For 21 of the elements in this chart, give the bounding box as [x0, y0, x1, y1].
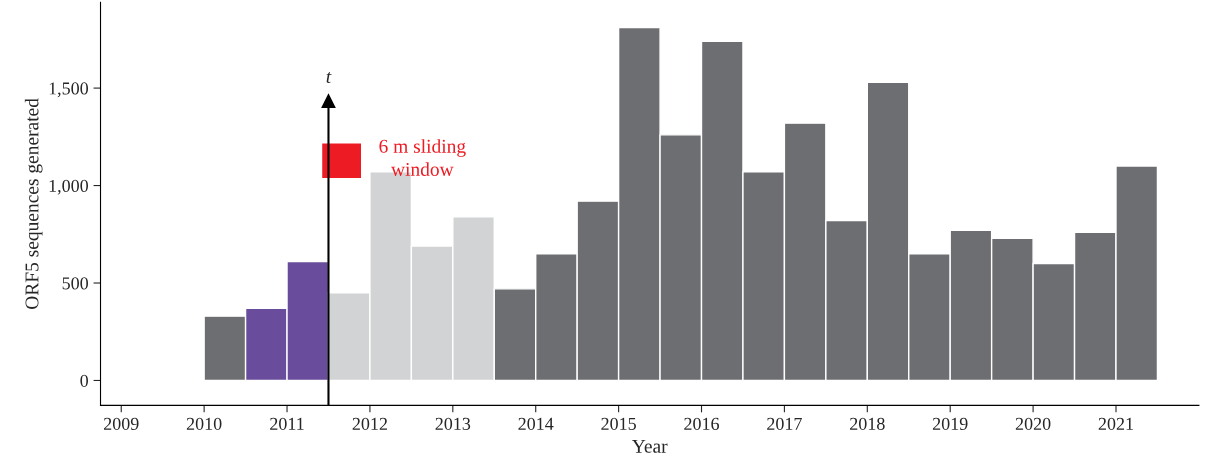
y-tick-label: 1,500 — [49, 82, 89, 98]
ref-line-label: t — [326, 71, 332, 84]
x-tick-label: 2015 — [601, 417, 636, 430]
x-tick-label: 2020 — [1015, 417, 1051, 430]
x-tick-label: 2017 — [767, 417, 802, 430]
x-tick-label: 2012 — [352, 417, 387, 430]
y-tick-label: 1,000 — [49, 179, 89, 195]
y-axis-title: ORF5 sequences generated — [24, 98, 43, 309]
x-tick-label: 2009 — [103, 417, 139, 430]
x-tick-label: 2019 — [932, 417, 968, 430]
y-tick-label: 0 — [80, 374, 89, 387]
x-tick-label: 2011 — [270, 417, 304, 430]
y-tick-label: 500 — [62, 277, 89, 290]
x-tick-label: 2018 — [850, 417, 885, 430]
annotation: 6 m sliding window — [379, 139, 466, 176]
x-tick-label: 2013 — [435, 417, 471, 430]
x-axis-title: Year — [632, 439, 668, 453]
x-tick-label: 2016 — [684, 417, 720, 430]
x-tick-label: 2014 — [518, 417, 554, 430]
x-tick-label: 2021 — [1098, 417, 1133, 430]
x-tick-label: 2010 — [186, 417, 222, 430]
